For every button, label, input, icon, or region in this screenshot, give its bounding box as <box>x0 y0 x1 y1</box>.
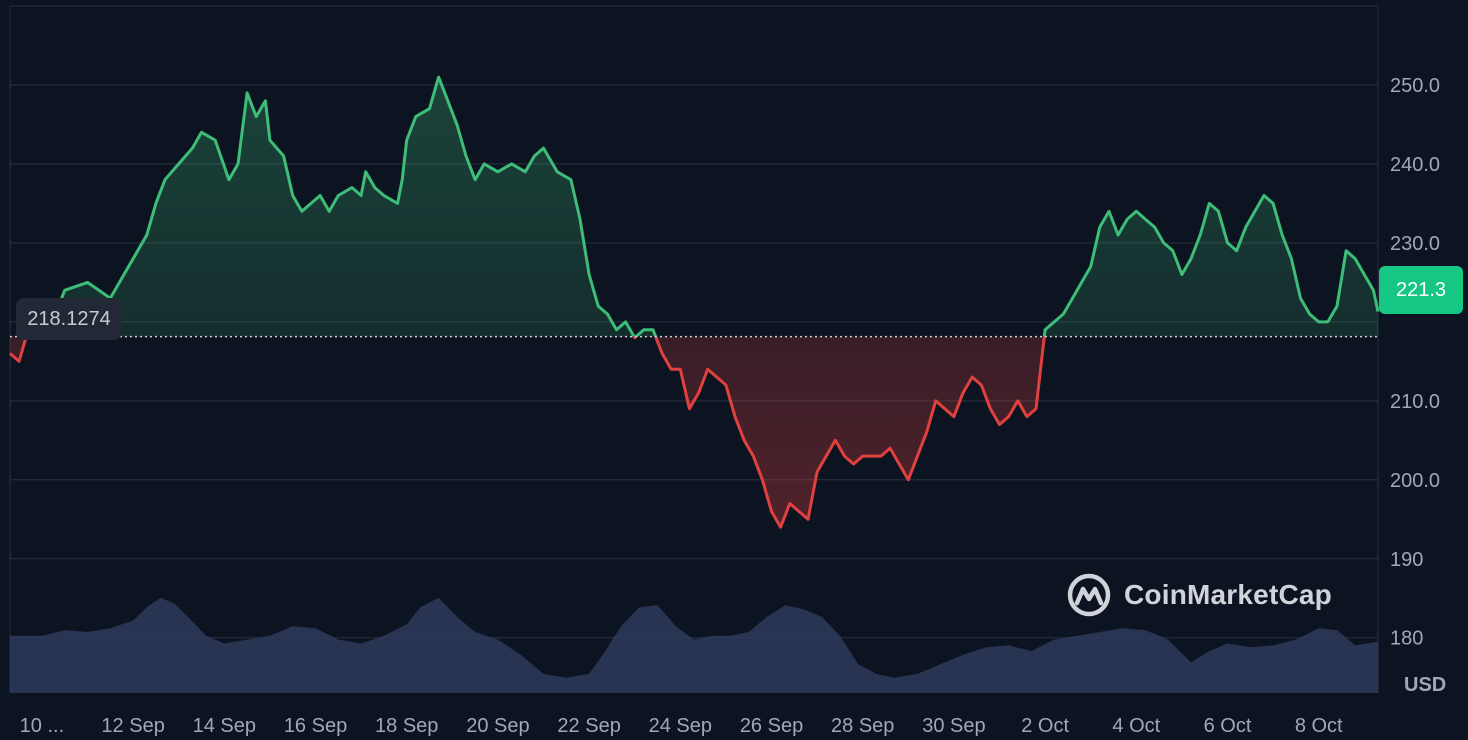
currency-unit-label: USD <box>1404 674 1447 696</box>
x-tick-label: 14 Sep <box>193 715 256 737</box>
volume-area-shape <box>10 597 1378 693</box>
price-area <box>9 75 1380 529</box>
x-tick-label: 2 Oct <box>1021 715 1069 737</box>
volume-area <box>10 597 1378 693</box>
x-tick-label: 10 ... <box>20 715 64 737</box>
y-tick-label: 230.0 <box>1390 233 1440 255</box>
y-tick-label: 250.0 <box>1390 75 1440 97</box>
x-tick-label: 24 Sep <box>649 715 712 737</box>
y-axis: 180 190 200.0 210.0 230.0 240.0 250.0 <box>1390 75 1440 650</box>
x-tick-label: 18 Sep <box>375 715 438 737</box>
y-tick-label: 210.0 <box>1390 391 1440 413</box>
x-tick-label: 12 Sep <box>101 715 164 737</box>
y-tick-label: 200.0 <box>1390 470 1440 492</box>
y-tick-label: 240.0 <box>1390 154 1440 176</box>
price-area-down <box>10 336 1045 528</box>
current-price-badge: 221.3 <box>1379 266 1463 314</box>
x-tick-label: 16 Sep <box>284 715 347 737</box>
x-axis: 10 ... 12 Sep 14 Sep 16 Sep 18 Sep 20 Sep 22 S… <box>20 715 1343 737</box>
x-tick-label: 28 Sep <box>831 715 894 737</box>
price-line-up <box>24 75 1380 337</box>
coinmarketcap-watermark: CoinMarketCap <box>1066 572 1332 618</box>
y-tick-label: 180 <box>1390 628 1423 650</box>
x-tick-label: 6 Oct <box>1204 715 1252 737</box>
x-tick-label: 26 Sep <box>740 715 803 737</box>
watermark-text: CoinMarketCap <box>1124 579 1332 610</box>
y-tick-label: 190 <box>1390 549 1423 571</box>
grid-lines <box>9 5 1379 693</box>
price-area-up <box>10 77 1378 337</box>
x-tick-label: 22 Sep <box>557 715 620 737</box>
x-tick-label: 8 Oct <box>1295 715 1343 737</box>
x-tick-label: 4 Oct <box>1112 715 1160 737</box>
x-tick-label: 30 Sep <box>922 715 985 737</box>
coinmarketcap-logo-icon <box>1066 572 1112 618</box>
x-tick-label: 20 Sep <box>466 715 529 737</box>
price-line-down <box>9 336 1046 529</box>
reference-price-badge: 218.1274 <box>16 298 122 340</box>
